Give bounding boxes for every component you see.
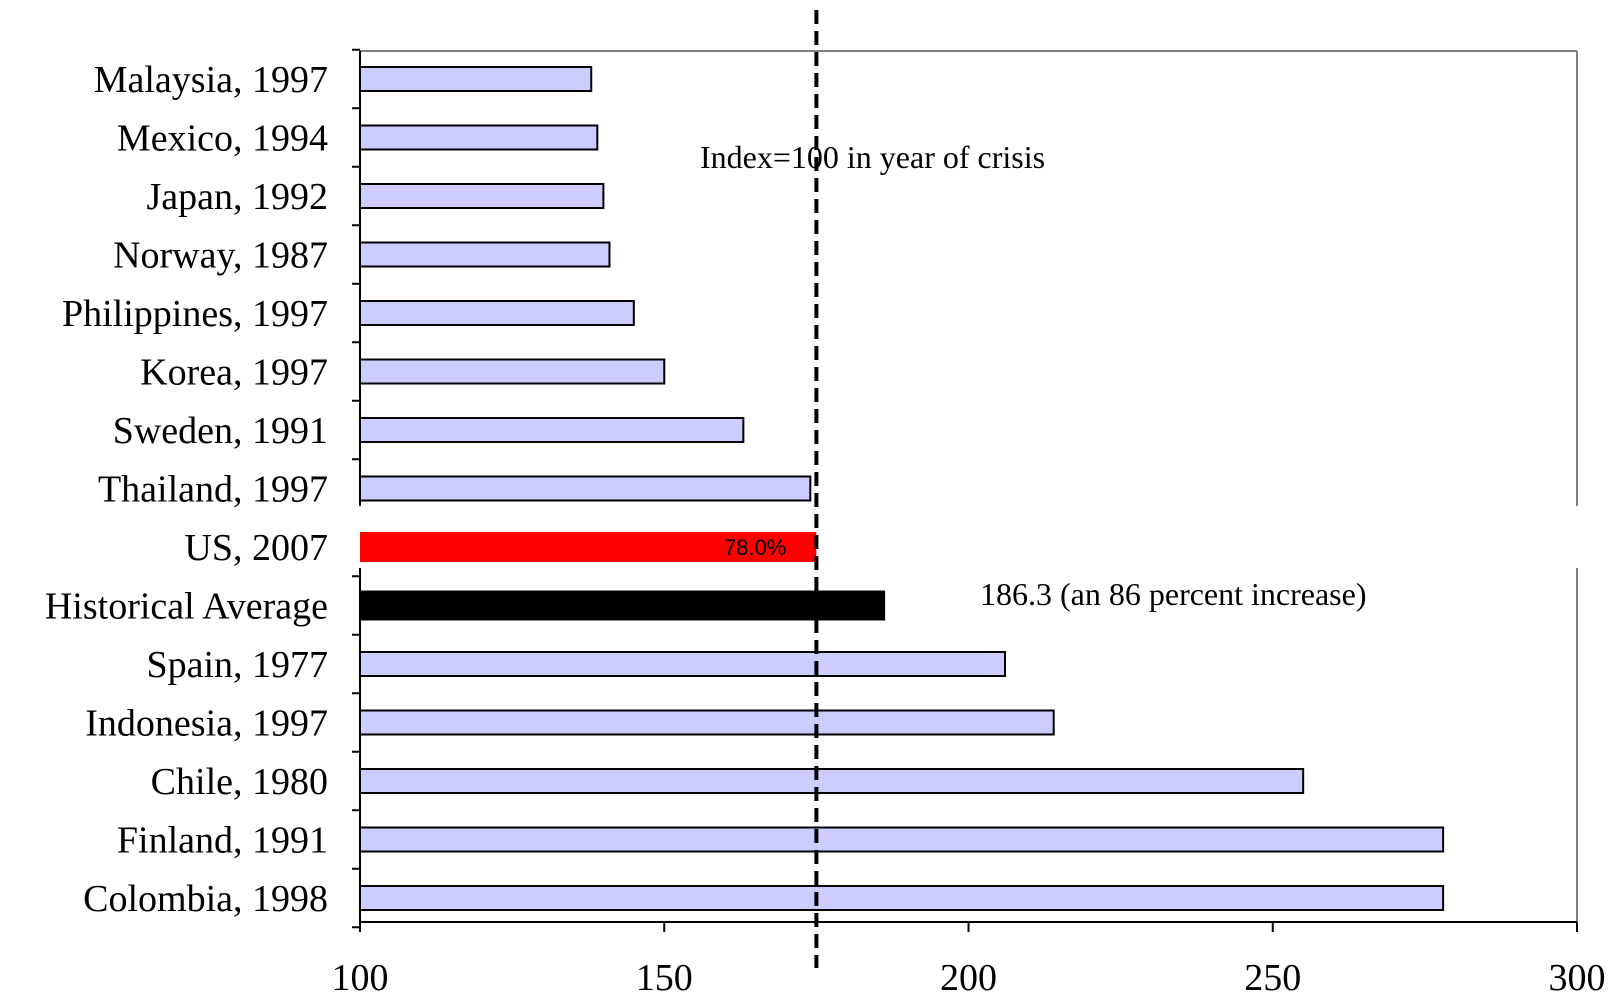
bar-sweden-1991 xyxy=(359,417,745,443)
bar-chile-1980 xyxy=(359,768,1305,794)
category-label-spain-1977: Spain, 1977 xyxy=(146,644,328,686)
x-axis-ticks: 100 150 200 250 300 xyxy=(332,922,1606,999)
bar-japan-1992 xyxy=(359,183,605,209)
bar-mexico-1994 xyxy=(359,124,599,151)
bar-indonesia-1997 xyxy=(359,709,1055,736)
category-label-us-2007: US, 2007 xyxy=(184,527,328,569)
bar-finland-1991 xyxy=(359,826,1445,853)
category-label-chile-1980: Chile, 1980 xyxy=(151,761,328,803)
bar-historical-average xyxy=(360,590,886,621)
bar-us-2007 xyxy=(360,532,817,562)
category-label-philippines-1997: Philippines, 1997 xyxy=(62,293,328,335)
category-label-japan-1992: Japan, 1992 xyxy=(146,176,328,218)
annotation-historical-average: 186.3 (an 86 percent increase) xyxy=(980,576,1366,612)
x-tick-label-300: 300 xyxy=(1549,957,1606,999)
x-tick-label-150: 150 xyxy=(636,957,693,999)
bar-colombia-1998 xyxy=(359,885,1445,911)
category-label-colombia-1998: Colombia, 1998 xyxy=(83,878,328,920)
category-label-thailand-1997: Thailand, 1997 xyxy=(98,469,328,511)
annotations: 78.0% Index=100 in year of crisis 186.3 (a… xyxy=(700,139,1366,612)
bar-malaysia-1997 xyxy=(359,66,593,92)
x-tick-label-200: 200 xyxy=(940,957,997,999)
bar-philippines-1997 xyxy=(359,300,635,326)
annotation-index-note: Index=100 in year of crisis xyxy=(700,139,1045,175)
x-tick-label-250: 250 xyxy=(1244,957,1301,999)
category-label-mexico-1994: Mexico, 1994 xyxy=(117,118,328,160)
category-labels: Malaysia, 1997 Mexico, 1994 Japan, 1992 Nor… xyxy=(45,59,328,920)
category-label-malaysia-1997: Malaysia, 1997 xyxy=(94,59,328,101)
category-label-sweden-1991: Sweden, 1991 xyxy=(113,410,328,452)
bar-norway-1987 xyxy=(359,241,611,268)
category-label-indonesia-1997: Indonesia, 1997 xyxy=(85,703,328,745)
category-label-historical-average: Historical Average xyxy=(45,586,328,628)
x-tick-label-100: 100 xyxy=(332,957,389,999)
bar-korea-1997 xyxy=(359,358,666,385)
category-label-finland-1991: Finland, 1991 xyxy=(117,820,328,862)
category-label-korea-1997: Korea, 1997 xyxy=(140,352,328,394)
bar-value-label-us-2007: 78.0% xyxy=(724,535,786,560)
category-label-norway-1987: Norway, 1987 xyxy=(113,235,328,277)
bar-thailand-1997 xyxy=(359,475,812,502)
bars xyxy=(359,66,1445,911)
bar-spain-1977 xyxy=(359,651,1007,677)
